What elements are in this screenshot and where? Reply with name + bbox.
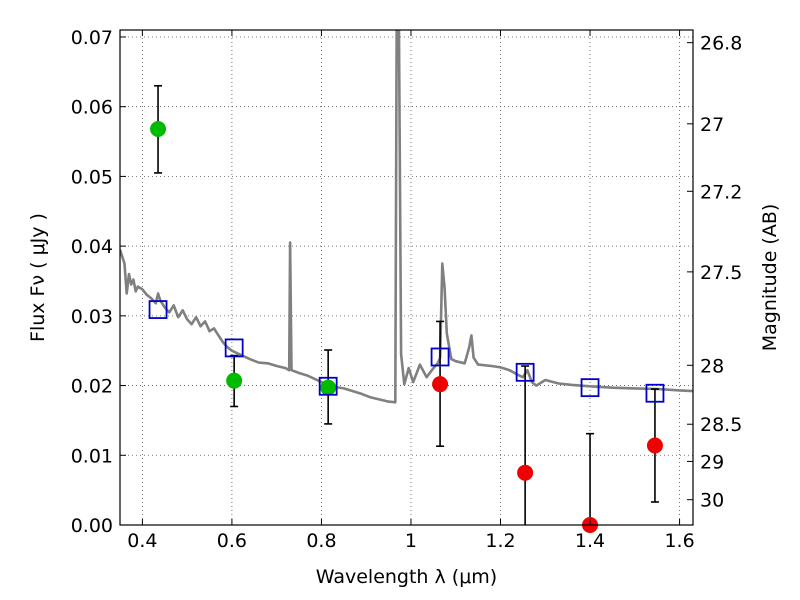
spectrum-series	[120, 30, 693, 404]
axis-ticks: 0.4 0.6 0.8 1 1.2 1.4 1.6 0.00 0.01 0.02 0.03 0.04 0…	[71, 27, 743, 552]
y-tick-label: 0.01	[71, 445, 113, 467]
nondetection-marker	[646, 437, 663, 454]
x-tick-label: 1.6	[664, 530, 694, 552]
right-tick-label: 30	[700, 490, 724, 512]
model-square-marker	[430, 347, 450, 367]
x-axis-label: Wavelength λ (μm)	[316, 566, 497, 588]
right-tick-label: 27	[700, 114, 724, 136]
y-tick-label: 0.04	[71, 236, 113, 258]
errorbar-point	[646, 388, 663, 503]
x-tick-label: 1.4	[575, 530, 605, 552]
nondetection-marker	[432, 376, 449, 393]
errorbar-point	[226, 354, 243, 408]
errorbar-point	[432, 320, 449, 448]
x-tick-label: 0.8	[306, 530, 336, 552]
right-tick-label: 27.2	[700, 181, 742, 203]
grid-lines	[120, 30, 693, 526]
y-tick-label: 0.03	[71, 306, 113, 328]
detection-marker	[226, 372, 243, 389]
model-square-marker	[318, 376, 338, 396]
model-square-marker	[645, 383, 665, 403]
right-tick-label: 29	[700, 451, 724, 473]
nondetection-marker	[517, 464, 534, 481]
errorbar-point	[150, 84, 167, 174]
photometry-points	[148, 84, 665, 533]
errorbar-point	[320, 349, 337, 425]
detection-marker	[320, 379, 337, 396]
y-tick-label: 0.06	[71, 97, 113, 119]
right-tick-label: 27.5	[700, 262, 742, 284]
y-axis-label: Flux Fν ( μJy )	[27, 213, 49, 342]
y-tick-label: 0.00	[71, 515, 113, 537]
x-tick-label: 0.6	[217, 530, 247, 552]
errorbar-point	[517, 365, 534, 525]
right-tick-label: 28.5	[700, 414, 742, 436]
model-square-marker	[148, 300, 168, 319]
plot-frame	[119, 29, 694, 526]
right-tick-label: 28	[700, 355, 724, 377]
x-tick-label: 1	[405, 530, 417, 552]
y-tick-label: 0.02	[71, 376, 113, 398]
x-tick-label: 0.4	[127, 530, 157, 552]
model-square-marker	[515, 362, 535, 382]
errorbar-point	[582, 432, 599, 533]
right-tick-label: 26.8	[700, 33, 742, 55]
y-tick-label: 0.05	[71, 166, 113, 188]
right-axis-label: Magnitude (AB)	[759, 204, 781, 352]
spectrum-line	[120, 30, 693, 404]
model-square-marker	[224, 338, 244, 358]
model-square-marker	[580, 378, 600, 398]
x-tick-label: 1.2	[485, 530, 515, 552]
detection-marker	[150, 121, 167, 137]
y-tick-label: 0.07	[71, 27, 113, 49]
